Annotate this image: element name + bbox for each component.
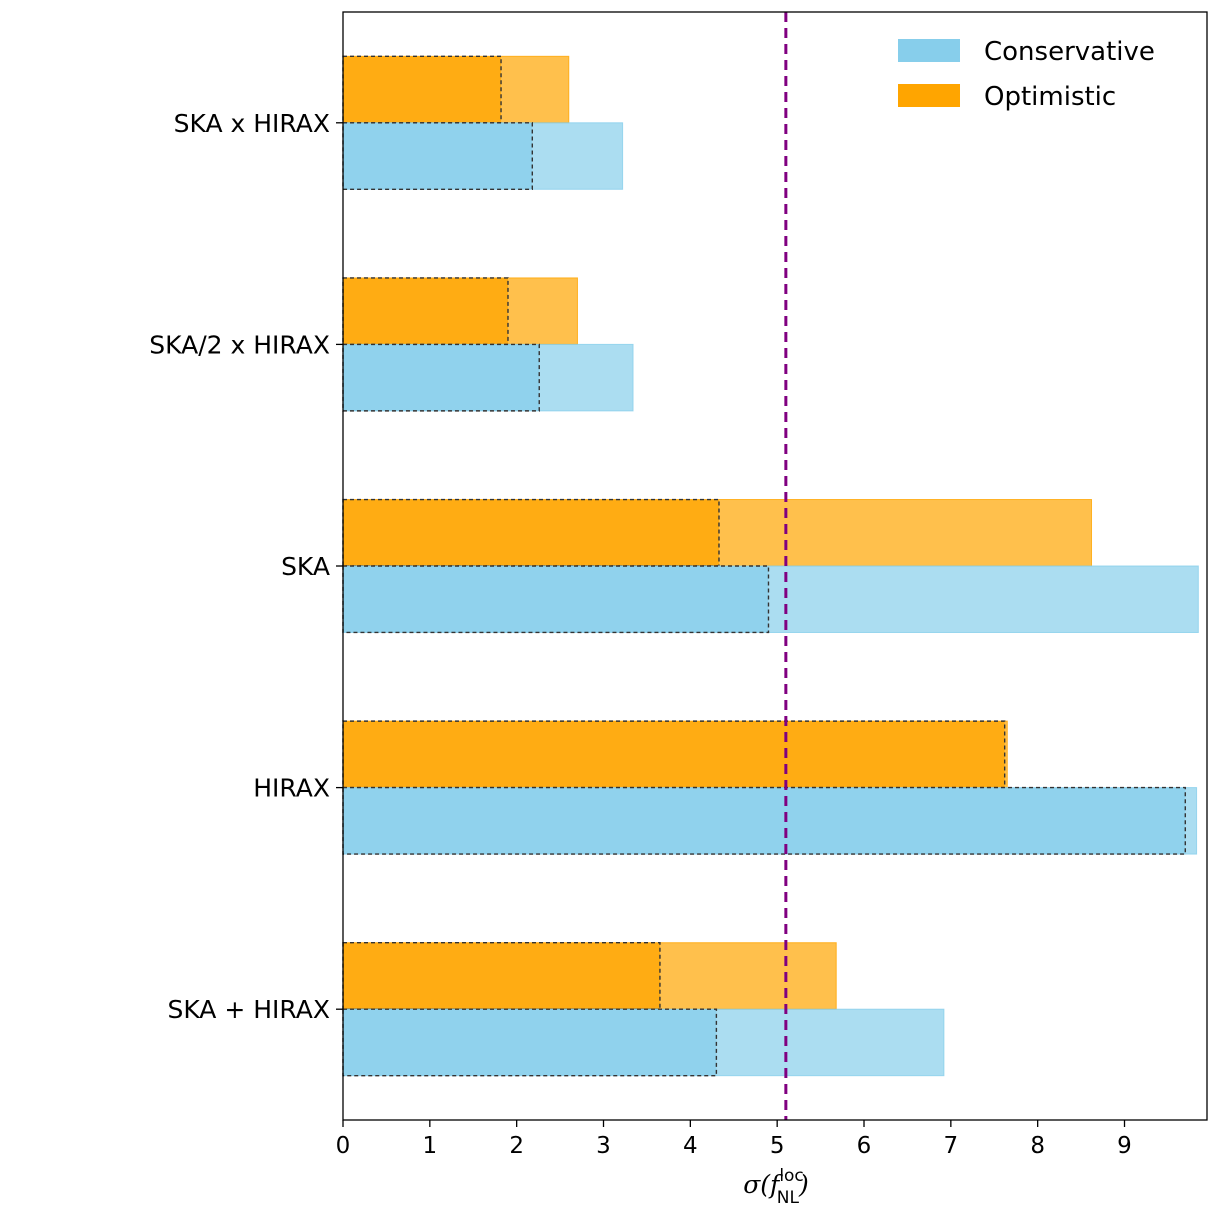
bar-inner-conservative-ska-x-hirax <box>342 122 533 190</box>
x-axis-label: σ(floc NL) <box>743 1166 809 1208</box>
x-tick-label-2: 2 <box>509 1133 524 1159</box>
y-category-label-ska-2-x-hirax: SKA/2 x HIRAX <box>149 330 330 359</box>
y-category-label-ska: SKA <box>281 552 330 581</box>
bar-inner-optimistic-hirax <box>342 720 1006 789</box>
x-tick-label-4: 4 <box>683 1133 698 1159</box>
bar-inner-optimistic-ska-2-x-hirax <box>342 277 509 346</box>
x-tick-label-3: 3 <box>596 1133 611 1159</box>
legend: Conservative Optimistic <box>898 37 1155 112</box>
x-axis-label-main: σ(f <box>743 1170 783 1199</box>
y-axis-categories: SKA x HIRAX SKA/2 x HIRAX SKA HIRAX SKA + HI… <box>149 109 343 1024</box>
x-axis-label-close: ) <box>798 1170 809 1199</box>
x-axis-label-sub: NL <box>777 1188 800 1208</box>
bar-inner-optimistic-ska-x-hirax <box>342 55 502 124</box>
x-axis-label-sup: loc <box>779 1166 803 1186</box>
y-category-label-hirax: HIRAX <box>253 774 330 803</box>
legend-swatch-conservative <box>898 39 960 62</box>
bar-inner-conservative-ska-hirax <box>342 1008 718 1077</box>
x-tick-label-7: 7 <box>944 1133 959 1159</box>
x-tick-label-8: 8 <box>1030 1133 1045 1159</box>
legend-label-conservative: Conservative <box>984 37 1155 67</box>
x-tick-label-6: 6 <box>857 1133 872 1159</box>
legend-label-optimistic: Optimistic <box>984 82 1116 112</box>
y-category-label-ska-hirax: SKA + HIRAX <box>167 995 330 1024</box>
bar-inner-conservative-ska-2-x-hirax <box>342 343 540 412</box>
x-tick-label-1: 1 <box>423 1133 438 1159</box>
y-category-label-ska-x-hirax: SKA x HIRAX <box>174 109 330 138</box>
x-tick-label-5: 5 <box>770 1133 785 1159</box>
x-tick-label-0: 0 <box>336 1133 351 1159</box>
plot-area <box>342 55 1199 1077</box>
bar-inner-optimistic-ska-hirax <box>342 942 661 1010</box>
bar-inner-conservative-ska <box>342 565 770 634</box>
x-tick-label-9: 9 <box>1117 1133 1132 1159</box>
bar-inner-optimistic-ska <box>342 498 720 567</box>
bar-inner-conservative-hirax <box>342 786 1186 855</box>
legend-swatch-optimistic <box>898 84 960 107</box>
x-axis-ticks: 0 1 2 3 4 5 6 7 8 9 <box>336 1120 1132 1159</box>
